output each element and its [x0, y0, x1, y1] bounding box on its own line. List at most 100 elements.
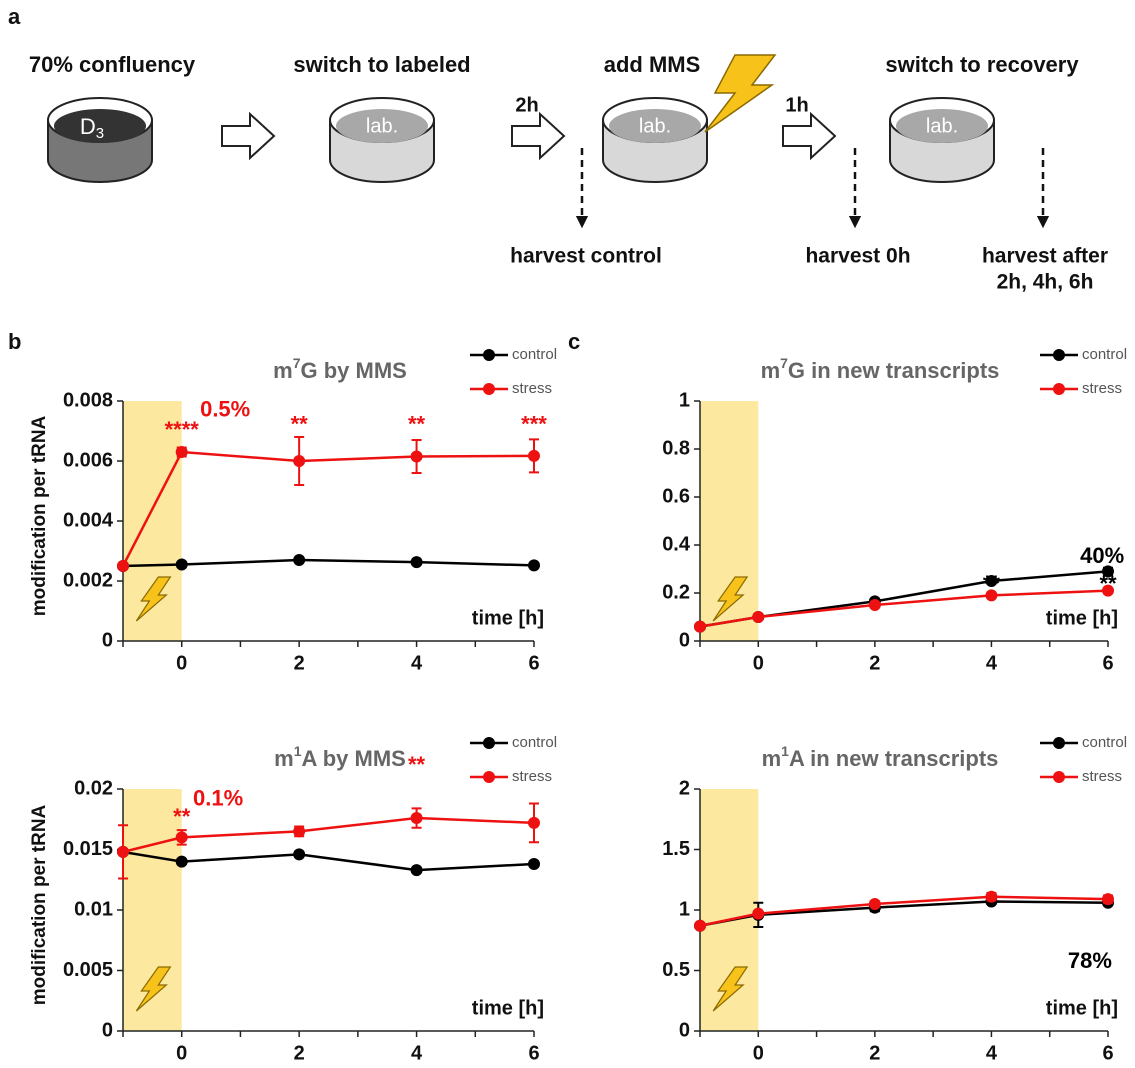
y-tick-label: 0: [102, 1019, 113, 1041]
annotation: 0.5%: [200, 397, 250, 422]
y-tick-label: 0: [679, 1019, 690, 1041]
x-tick-label: 6: [528, 1042, 539, 1064]
data-point: [694, 621, 706, 633]
step-label: switch to labeled: [293, 52, 470, 77]
data-point: [411, 864, 423, 876]
annotation: **: [408, 412, 426, 437]
x-tick-label: 4: [986, 652, 998, 674]
y-tick-label: 0.004: [63, 509, 114, 531]
chart-title-superscript: 1: [294, 743, 302, 759]
arrow-label: 2h: [515, 94, 538, 116]
step-label: add MMS: [604, 52, 701, 77]
chart-title-superscript: 7: [780, 355, 788, 371]
x-tick-label: 4: [986, 1042, 998, 1064]
x-tick-label: 2: [294, 1042, 305, 1064]
data-point: [985, 891, 997, 903]
dish-label: lab.: [639, 115, 671, 137]
harvest-label: harvest control: [510, 245, 662, 268]
legend-label: control: [1082, 734, 1127, 751]
y-axis-label: modification per tRNA: [29, 804, 50, 1005]
x-tick-label: 4: [411, 1042, 423, 1064]
panel-label: b: [8, 329, 21, 354]
data-point: [869, 599, 881, 611]
legend-marker: [483, 771, 495, 783]
annotation: **: [983, 571, 1001, 596]
legend-marker: [1053, 383, 1065, 395]
figure: a 70% confluency switch to labeled add M…: [0, 0, 1135, 1068]
harvest-label: harvest after: [982, 245, 1108, 268]
step-label: 70% confluency: [29, 52, 196, 77]
legend-label: control: [512, 346, 557, 363]
x-tick-label: 0: [753, 1042, 764, 1064]
data-point: [528, 559, 540, 571]
x-tick-label: 0: [753, 652, 764, 674]
step-label: switch to recovery: [885, 52, 1079, 77]
y-tick-label: 0.008: [63, 389, 113, 411]
chart-title: A by MMS: [302, 746, 406, 771]
dish: lab.: [890, 98, 994, 182]
x-tick-label: 2: [294, 652, 305, 674]
y-tick-label: 0.015: [63, 838, 113, 860]
dish-label: lab.: [926, 115, 958, 137]
lightning-icon: [705, 55, 775, 132]
x-axis-label: time [h]: [472, 997, 544, 1019]
legend-marker: [1053, 771, 1065, 783]
x-axis-label: time [h]: [1046, 997, 1118, 1019]
legend-label: control: [1082, 346, 1127, 363]
data-point: [293, 554, 305, 566]
dish-subscript: 3: [96, 125, 104, 142]
data-point: [117, 846, 129, 858]
y-tick-label: 0.4: [662, 533, 691, 555]
legend-marker: [1053, 349, 1065, 361]
data-point: [411, 812, 423, 824]
harvest-label: harvest 0h: [805, 245, 910, 268]
legend-marker: [483, 349, 495, 361]
data-point: [411, 556, 423, 568]
y-tick-label: 0.006: [63, 449, 113, 471]
y-tick-label: 0.002: [63, 569, 113, 591]
legend-label: stress: [1082, 768, 1122, 785]
data-point: [411, 451, 423, 463]
data-point: [1102, 893, 1114, 905]
y-tick-label: 1.5: [662, 838, 690, 860]
x-tick-label: 2: [869, 652, 880, 674]
legend-label: stress: [1082, 380, 1122, 397]
series-line: [123, 452, 534, 566]
annotation: 78%: [1068, 948, 1112, 973]
y-tick-label: 1: [679, 389, 690, 411]
y-tick-label: 0.2: [662, 581, 690, 603]
chart-title: G by MMS: [301, 358, 407, 383]
x-tick-label: 2: [869, 1042, 880, 1064]
chart-title-superscript: 7: [293, 355, 301, 371]
legend-label: stress: [512, 768, 552, 785]
y-tick-label: 0: [679, 629, 690, 651]
legend-marker: [1053, 737, 1065, 749]
chart-title: m1A in new transcripts: [762, 743, 999, 771]
y-tick-label: 2: [679, 777, 690, 799]
y-tick-label: 0: [102, 629, 113, 651]
data-point: [528, 817, 540, 829]
chart-title: m: [762, 746, 782, 771]
dish: D3: [48, 98, 152, 182]
data-point: [176, 831, 188, 843]
x-tick-label: 0: [176, 652, 187, 674]
data-point: [293, 455, 305, 467]
legend-marker: [483, 383, 495, 395]
data-point: [528, 450, 540, 462]
data-point: [293, 825, 305, 837]
legend-marker: [483, 737, 495, 749]
x-tick-label: 0: [176, 1042, 187, 1064]
data-point: [694, 920, 706, 932]
x-tick-label: 6: [1102, 1042, 1113, 1064]
data-point: [869, 898, 881, 910]
data-point: [293, 848, 305, 860]
annotation: **: [173, 804, 191, 829]
chart-title-superscript: 1: [781, 743, 789, 759]
data-point: [176, 446, 188, 458]
y-tick-label: 0.8: [662, 437, 690, 459]
y-tick-label: 0.02: [74, 777, 113, 799]
annotation: 40%: [1080, 543, 1124, 568]
data-point: [176, 856, 188, 868]
annotation: **: [1099, 571, 1117, 596]
arrow-label: 1h: [785, 94, 808, 116]
